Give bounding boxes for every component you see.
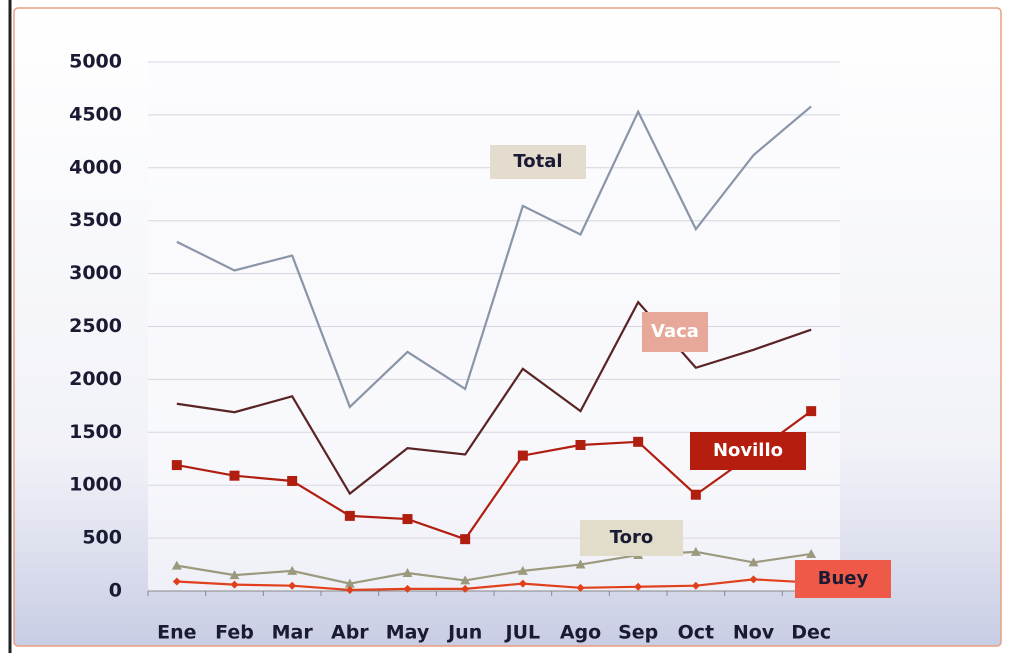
- marker: [460, 534, 471, 545]
- marker: [806, 406, 817, 417]
- marker: [172, 577, 181, 586]
- marker: [345, 585, 354, 594]
- y-tick-label: 4000: [69, 156, 122, 178]
- x-tick-label: Ago: [560, 622, 601, 644]
- series-label-box: [490, 145, 586, 179]
- marker: [287, 565, 298, 575]
- y-tick-label: 1500: [69, 421, 122, 443]
- x-tick-label: Ene: [157, 622, 196, 644]
- marker: [576, 583, 585, 592]
- marker: [518, 579, 527, 588]
- marker: [402, 514, 413, 525]
- marker: [575, 439, 586, 450]
- x-tick-label: Feb: [215, 622, 254, 644]
- marker: [806, 548, 817, 558]
- marker: [690, 489, 701, 500]
- y-tick-label: 4500: [69, 103, 122, 125]
- marker: [344, 578, 355, 588]
- series-label: Total: [513, 151, 562, 172]
- series-label: Buey: [818, 568, 869, 589]
- marker: [230, 580, 239, 589]
- marker: [403, 584, 412, 593]
- x-tick-label: JUL: [504, 622, 541, 644]
- marker: [690, 546, 701, 556]
- marker: [171, 460, 182, 471]
- marker: [461, 584, 470, 593]
- x-tick-label: Mar: [272, 622, 314, 644]
- series-label-box: [795, 560, 891, 598]
- y-tick-label: 2000: [69, 368, 122, 390]
- series-label-box: [642, 312, 708, 352]
- marker: [517, 565, 528, 575]
- y-tick-label: 0: [109, 580, 122, 602]
- series-line: [176, 578, 812, 592]
- marker: [171, 560, 182, 570]
- marker: [749, 575, 758, 584]
- x-tick-label: Sep: [618, 622, 658, 644]
- marker: [634, 582, 643, 591]
- marker: [229, 570, 240, 580]
- marker: [460, 575, 471, 585]
- series-line: [176, 550, 812, 585]
- series-label: Vaca: [651, 321, 699, 342]
- y-tick-label: 3500: [69, 209, 122, 231]
- y-tick-label: 1000: [69, 474, 122, 496]
- series-label: Novillo: [713, 440, 783, 461]
- series-line: [176, 410, 812, 541]
- x-tick-label: Oct: [678, 622, 715, 644]
- marker: [344, 510, 355, 521]
- marker: [633, 436, 644, 447]
- series-line: [176, 105, 812, 409]
- y-tick-label: 5000: [69, 51, 122, 73]
- marker: [575, 559, 586, 569]
- x-tick-label: Abr: [331, 622, 369, 644]
- marker: [691, 581, 700, 590]
- y-tick-label: 500: [82, 527, 122, 549]
- marker: [748, 557, 759, 567]
- series-label-box: [580, 520, 683, 556]
- series-label: Toro: [610, 527, 654, 548]
- y-tick-label: 2500: [69, 315, 122, 337]
- x-tick-label: May: [386, 622, 430, 644]
- marker: [229, 470, 240, 481]
- series-label-box: [690, 432, 806, 470]
- marker: [402, 568, 413, 578]
- x-tick-label: Dec: [791, 622, 831, 644]
- y-tick-label: 3000: [69, 262, 122, 284]
- marker: [288, 581, 297, 590]
- marker: [517, 450, 528, 461]
- marker: [287, 475, 298, 486]
- x-tick-label: Nov: [733, 622, 775, 644]
- series-line: [176, 300, 812, 496]
- x-tick-label: Jun: [446, 622, 482, 644]
